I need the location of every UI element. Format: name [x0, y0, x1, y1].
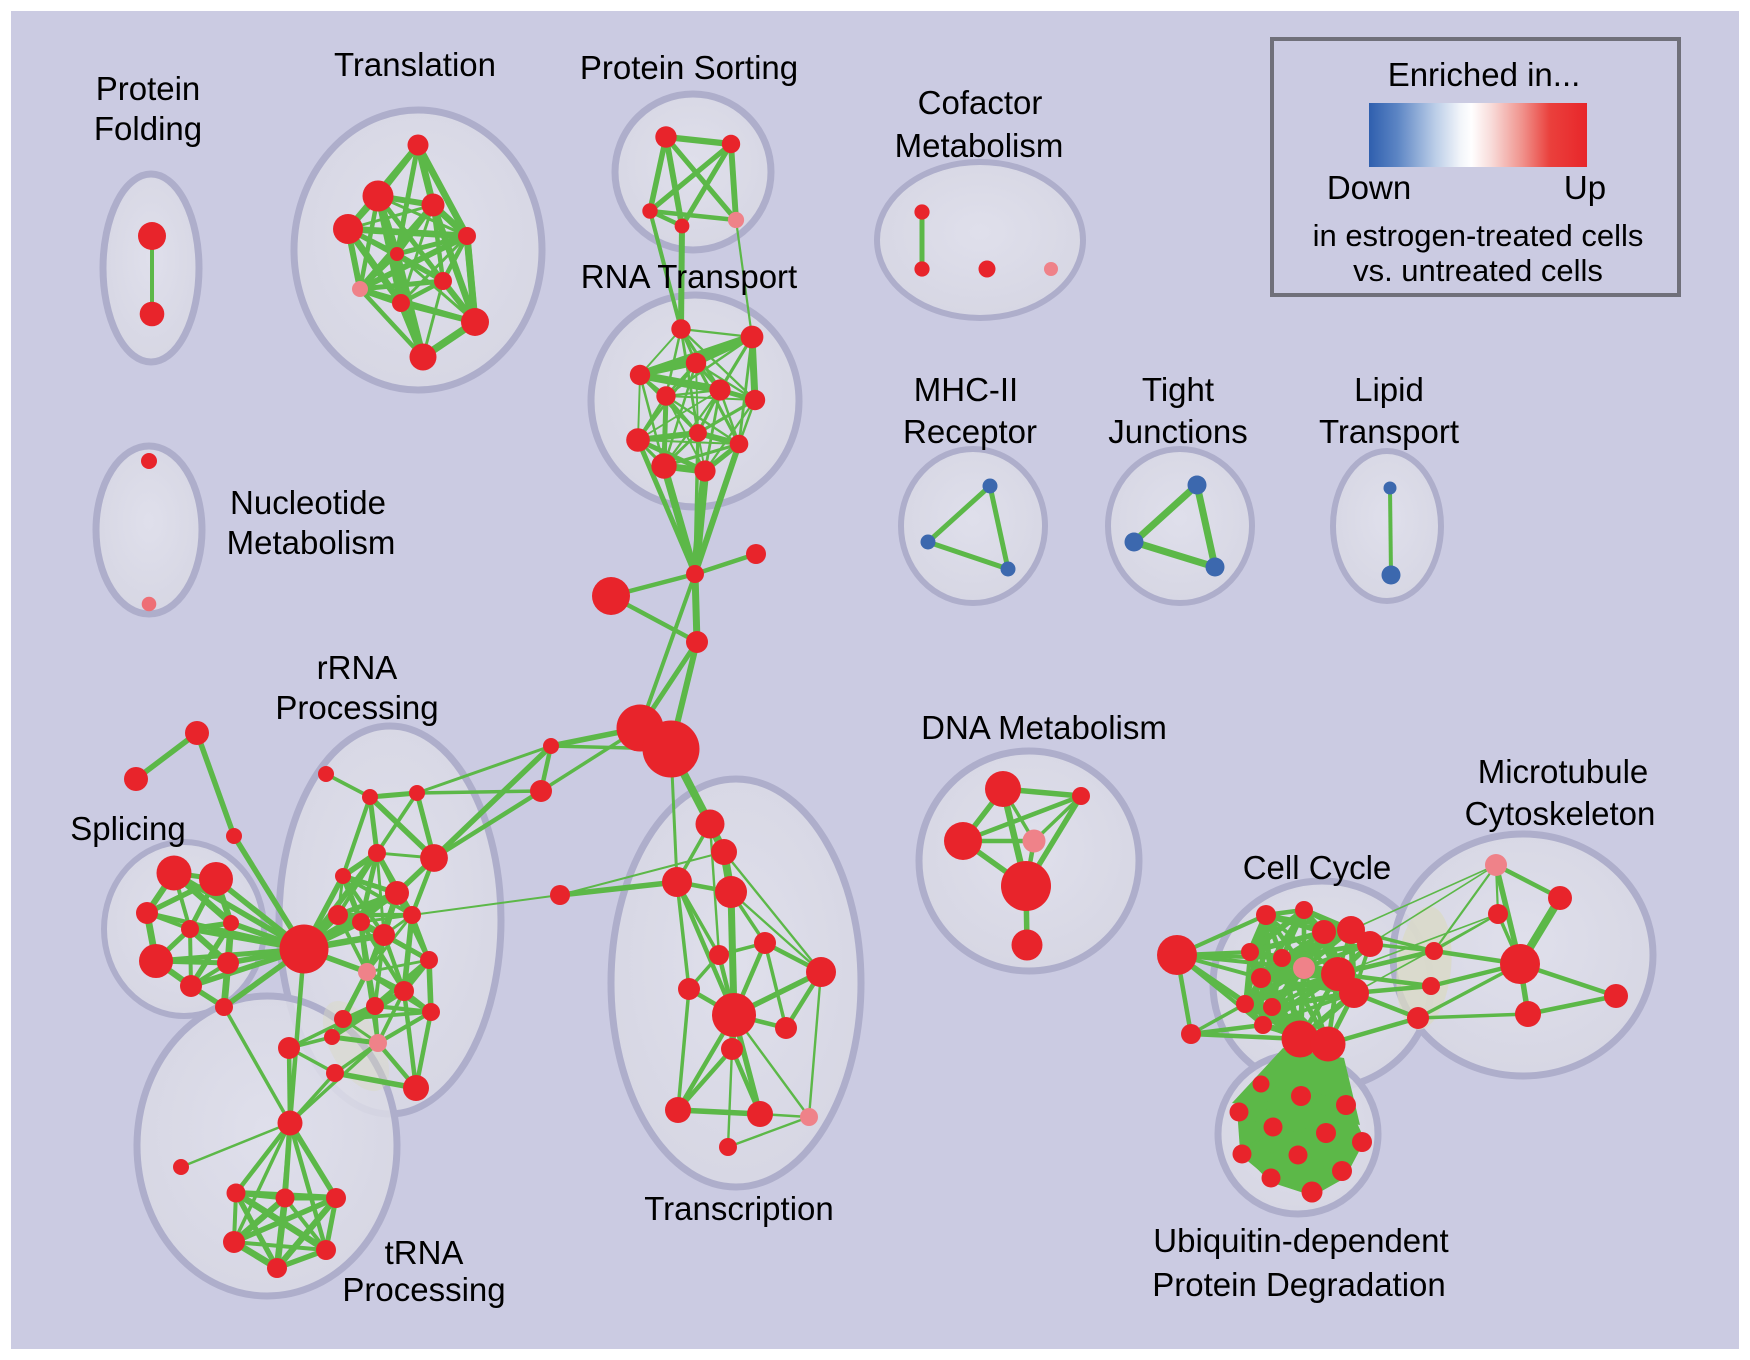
- svg-text:Cofactor: Cofactor: [918, 84, 1043, 121]
- svg-text:Ubiquitin-dependent: Ubiquitin-dependent: [1153, 1222, 1448, 1259]
- svg-text:Tight: Tight: [1142, 371, 1214, 408]
- svg-text:Metabolism: Metabolism: [227, 524, 396, 561]
- svg-text:Processing: Processing: [342, 1271, 505, 1308]
- svg-text:MHC-II: MHC-II: [914, 371, 1018, 408]
- svg-text:Protein Sorting: Protein Sorting: [580, 49, 798, 86]
- svg-text:Metabolism: Metabolism: [895, 127, 1064, 164]
- svg-text:Translation: Translation: [334, 46, 496, 83]
- svg-text:Cell Cycle: Cell Cycle: [1243, 849, 1392, 886]
- svg-text:Enriched in...: Enriched in...: [1388, 56, 1581, 93]
- svg-text:Transcription: Transcription: [644, 1190, 834, 1227]
- svg-text:Processing: Processing: [275, 689, 438, 726]
- svg-text:Receptor: Receptor: [903, 413, 1037, 450]
- svg-text:Nucleotide: Nucleotide: [230, 484, 386, 521]
- svg-text:Folding: Folding: [94, 110, 202, 147]
- svg-text:Transport: Transport: [1319, 413, 1459, 450]
- svg-text:Splicing: Splicing: [70, 810, 186, 847]
- svg-text:DNA Metabolism: DNA Metabolism: [921, 709, 1167, 746]
- svg-text:Lipid: Lipid: [1354, 371, 1424, 408]
- svg-text:tRNA: tRNA: [385, 1234, 464, 1271]
- svg-text:rRNA: rRNA: [317, 649, 398, 686]
- svg-text:Up: Up: [1564, 169, 1606, 206]
- svg-text:Protein Degradation: Protein Degradation: [1152, 1266, 1446, 1303]
- svg-text:Microtubule: Microtubule: [1478, 753, 1649, 790]
- svg-text:Protein: Protein: [96, 70, 201, 107]
- svg-text:RNA Transport: RNA Transport: [581, 258, 797, 295]
- svg-text:vs. untreated cells: vs. untreated cells: [1353, 253, 1603, 288]
- svg-text:in estrogen-treated cells: in estrogen-treated cells: [1313, 218, 1644, 253]
- svg-text:Down: Down: [1327, 169, 1411, 206]
- svg-text:Cytoskeleton: Cytoskeleton: [1465, 795, 1656, 832]
- svg-text:Junctions: Junctions: [1108, 413, 1247, 450]
